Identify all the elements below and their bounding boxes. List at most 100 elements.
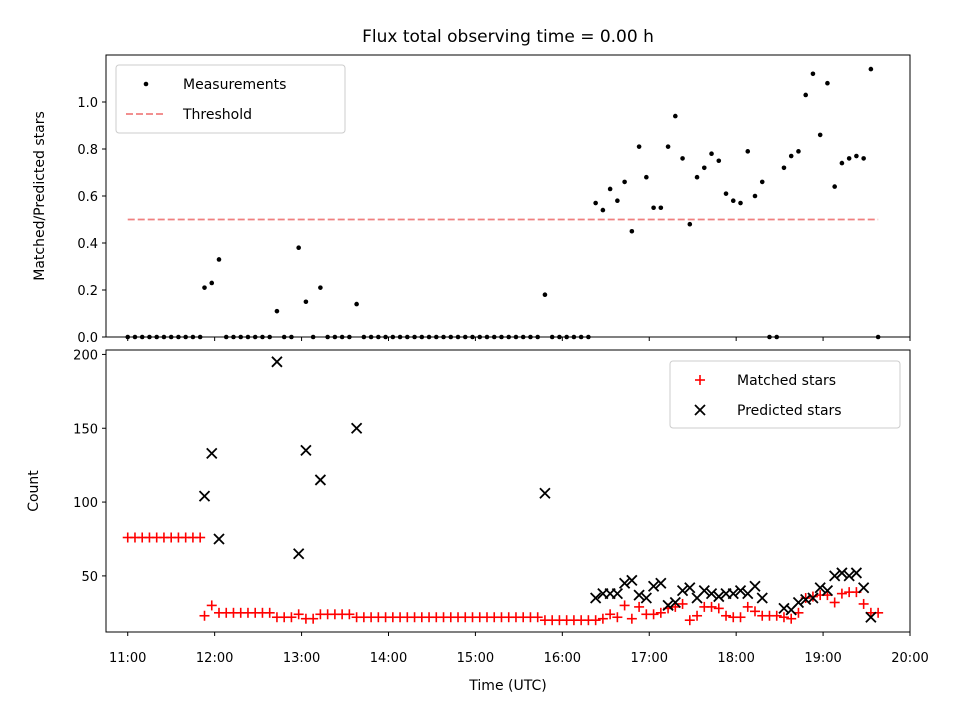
matched-star-point <box>786 613 797 624</box>
x-tick-label: 16:00 <box>544 651 581 666</box>
bottom-axes-frame <box>105 349 911 633</box>
measurement-point <box>629 228 635 234</box>
matched-star-point <box>195 532 206 543</box>
predicted-star-point-b <box>749 580 761 592</box>
predicted-star-point <box>206 447 218 459</box>
matched-star-point <box>612 612 623 623</box>
legend-measurements-label: Measurements <box>183 77 286 93</box>
top-y-axis-label: Matched/Predicted stars <box>32 111 48 281</box>
predicted-star-point-b <box>662 599 674 612</box>
predicted-star-point-b <box>829 570 841 582</box>
measurement-point <box>701 165 707 171</box>
x-tick-label: 15:00 <box>457 651 494 666</box>
predicted-star-point <box>756 592 768 604</box>
measurement-point <box>759 179 765 185</box>
matched-star-point <box>692 610 703 621</box>
top-legend-box <box>115 64 346 134</box>
matched-star-point <box>619 600 630 611</box>
measurement-point <box>622 179 627 185</box>
x-axis-label: Time (UTC) <box>468 678 546 694</box>
predicted-star-point <box>633 589 645 601</box>
predicted-star-point-b <box>633 589 645 601</box>
measurement-point <box>354 301 359 307</box>
predicted-star-point <box>684 582 696 594</box>
matched-star-point <box>677 598 688 609</box>
measurement-point <box>730 198 736 203</box>
top-legend: Measurements Threshold <box>115 64 346 134</box>
x-tick-label: 13:00 <box>283 651 320 666</box>
matched-star-point <box>199 610 210 621</box>
x-tick-label: 20:00 <box>891 651 928 666</box>
predicted-star-point-b <box>792 596 805 609</box>
predicted-star-point-b <box>850 567 863 579</box>
predicted-star-point-b <box>213 533 225 545</box>
predicted-star-point <box>858 582 870 594</box>
predicted-star-point-b <box>843 570 855 582</box>
top-y-tick-label: 0.2 <box>77 284 98 299</box>
measurement-point <box>832 184 837 189</box>
predicted-star-point-b <box>800 593 812 606</box>
predicted-star-point-b <box>705 587 718 600</box>
predicted-star-point-b <box>300 444 312 457</box>
matched-star-point <box>286 612 297 623</box>
predicted-star-point <box>814 582 826 594</box>
predicted-star-point <box>850 567 863 579</box>
predicted-star-point-b <box>676 585 689 597</box>
measurement-point <box>752 193 758 199</box>
predicted-star-point-b <box>206 447 218 459</box>
measurement-point <box>745 149 751 154</box>
top-axes: 0.0 0.2 0.4 0.6 0.8 1.0 <box>77 96 911 346</box>
x-tick-label: 18:00 <box>717 651 754 666</box>
legend-predicted-marker <box>694 404 706 416</box>
measurement-point <box>723 191 729 196</box>
predicted-star-point <box>698 585 710 597</box>
predicted-star-point <box>865 611 877 623</box>
predicted-star-point <box>618 577 631 589</box>
top-y-tick-label: 0.0 <box>77 331 98 346</box>
bottom-y-axis-label: Count <box>26 470 42 512</box>
predicted-star-point-b <box>814 582 826 594</box>
x-tick-label: 12:00 <box>196 651 233 666</box>
measurement-point <box>216 257 222 262</box>
measurement-point <box>651 205 656 211</box>
predicted-star-point <box>727 587 739 600</box>
predicted-star-point-b <box>618 577 631 589</box>
predicted-star-point <box>647 580 660 592</box>
x-tick-label: 17:00 <box>631 651 668 666</box>
predicted-star-point-b <box>590 592 602 604</box>
measurement-point <box>542 292 548 298</box>
predicted-star-point-b <box>647 580 660 592</box>
measurement-point <box>796 149 801 154</box>
predicted-star-point-b <box>293 548 305 560</box>
predicted-star-point <box>213 533 225 545</box>
top-y-tick-label: 1.0 <box>77 96 98 111</box>
chart-title: Flux total observing time = 0.00 h <box>362 27 654 47</box>
predicted-star-point-b <box>640 592 652 604</box>
predicted-star-point-b <box>727 587 739 600</box>
predicted-star-point <box>829 570 841 582</box>
top-y-tick-label: 0.6 <box>77 190 98 205</box>
predicted-star-point-b <box>684 582 696 594</box>
predicted-star-point <box>590 592 602 604</box>
predicted-star-point-b <box>314 474 327 486</box>
matched-star-point <box>344 609 355 620</box>
predicted-star-point <box>293 548 305 560</box>
matched-star-point <box>648 609 659 620</box>
bottom-plot-area <box>122 356 884 626</box>
measurement-point <box>716 158 722 164</box>
measurement-point <box>854 153 859 159</box>
predicted-star-point <box>539 487 551 499</box>
matched-star-point <box>858 598 869 609</box>
predicted-star-point <box>669 596 681 609</box>
measurement-point <box>607 186 613 192</box>
predicted-star-point-b <box>858 582 870 594</box>
measurement-point <box>788 153 794 159</box>
measurement-point <box>709 151 714 156</box>
matched-star-point <box>597 613 608 624</box>
matched-star-point <box>749 606 760 617</box>
predicted-star-point <box>792 596 805 609</box>
x-tick-label: 14:00 <box>370 651 407 666</box>
measurement-point <box>202 285 207 290</box>
matched-star-point <box>684 615 695 626</box>
predicted-star-point <box>821 585 834 597</box>
